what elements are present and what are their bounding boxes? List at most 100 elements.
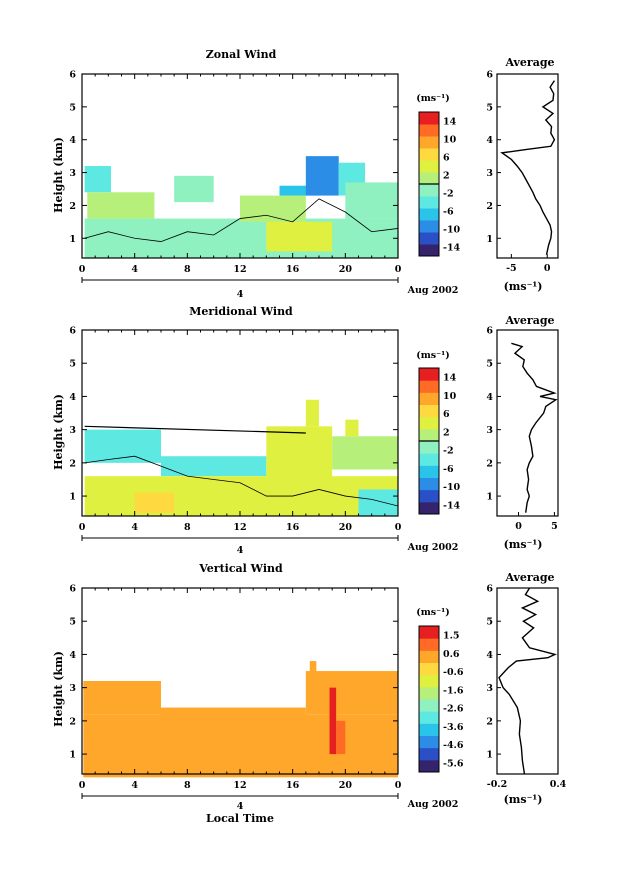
- x-tick-label: 8: [184, 522, 191, 533]
- colorbar-tick-label: -10: [443, 225, 461, 236]
- data-cell: [329, 687, 337, 755]
- x-tick-label: 20: [339, 264, 353, 275]
- zonal-wind-panel: Zonal Wind Height (km) Aug 2002 4 (ms⁻¹)…: [52, 48, 559, 300]
- data-cell: [266, 426, 333, 480]
- data-cell: [332, 436, 398, 470]
- profile-y-tick-label: 1: [486, 750, 493, 761]
- y-tick-label: 5: [69, 102, 76, 113]
- colorbar-tick-label: 6: [443, 409, 450, 420]
- meridional-wind-day: 4: [237, 545, 244, 556]
- meridional-wind-date: Aug 2002: [407, 542, 459, 553]
- profile-y-tick-label: 5: [486, 359, 493, 370]
- colorbar-band: [419, 184, 439, 197]
- zero-contour: [84, 455, 399, 507]
- x-tick-label: 0: [79, 264, 86, 275]
- data-cell: [279, 185, 319, 196]
- profile-y-tick-label: 3: [486, 425, 493, 436]
- colorbar-band: [419, 747, 439, 761]
- colorbar-band: [419, 711, 439, 724]
- y-tick-label: 1: [69, 750, 76, 761]
- data-cell: [345, 419, 359, 437]
- profile-y-tick-label: 5: [486, 617, 493, 628]
- x-tick-label: 0: [395, 780, 402, 791]
- colorbar-band: [419, 662, 439, 676]
- colorbar-band: [419, 489, 439, 503]
- vertical-wind-ylabel: Height (km): [52, 651, 65, 727]
- meridional-wind-title: Meridional Wind: [189, 305, 293, 318]
- colorbar-band: [419, 650, 439, 663]
- profile-x-tick-label: 0.4: [550, 779, 567, 790]
- profile-line: [511, 342, 558, 513]
- zonal-wind-ylabel: Height (km): [52, 137, 65, 213]
- colorbar-band: [419, 232, 439, 245]
- profile-y-tick-label: 6: [486, 584, 493, 595]
- zonal-wind-colorbar-unit: (ms⁻¹): [416, 93, 450, 104]
- y-tick-label: 5: [69, 359, 76, 370]
- profile-y-tick-label: 5: [486, 102, 493, 113]
- x-tick-label: 12: [233, 522, 246, 533]
- meridional-wind-ylabel: Height (km): [52, 394, 65, 470]
- x-tick-label: 16: [286, 780, 300, 791]
- profile-y-tick-label: 4: [486, 135, 493, 146]
- profile-frame: [496, 587, 559, 775]
- x-tick-label: 12: [233, 780, 246, 791]
- vertical-wind-xlabel: Local Time: [206, 812, 274, 825]
- profile-x-tick-label: -0.2: [487, 779, 507, 790]
- y-tick-label: 1: [69, 492, 76, 503]
- profile-y-tick-label: 3: [486, 168, 493, 179]
- colorbar-tick-label: 1.5: [443, 631, 460, 642]
- data-cell: [240, 195, 306, 222]
- data-cell: [84, 476, 398, 516]
- data-cell: [305, 671, 398, 715]
- colorbar-band: [419, 368, 439, 381]
- colorbar-tick-label: -2: [443, 189, 454, 200]
- colorbar-frame: [418, 625, 440, 773]
- profile-y-tick-label: 2: [486, 201, 493, 212]
- vertical-wind-title: Vertical Wind: [198, 562, 283, 575]
- zero-contour: [84, 198, 399, 242]
- profile-x-tick-label: -5: [506, 263, 517, 274]
- profile-frame: [496, 329, 559, 517]
- profile-y-tick-label: 1: [486, 234, 493, 245]
- colorbar-tick-label: 6: [443, 153, 450, 164]
- vertical-wind-day: 4: [237, 801, 244, 812]
- zonal-wind-date: Aug 2002: [407, 285, 459, 296]
- y-tick-label: 4: [69, 392, 76, 403]
- colorbar-tick-label: -1.6: [443, 685, 464, 696]
- colorbar-tick-label: 10: [443, 391, 457, 402]
- y-tick-label: 3: [69, 168, 76, 179]
- y-tick-label: 6: [69, 326, 76, 337]
- colorbar-band: [419, 196, 439, 209]
- meridional-wind-profile-xlabel: (ms⁻¹): [504, 538, 543, 551]
- colorbar-tick-label: 14: [443, 117, 457, 128]
- y-tick-label: 3: [69, 683, 76, 694]
- profile-y-tick-label: 2: [486, 458, 493, 469]
- profile-y-tick-label: 1: [486, 492, 493, 503]
- zonal-wind-title: Zonal Wind: [206, 48, 277, 61]
- y-tick-label: 2: [69, 716, 76, 727]
- x-tick-label: 12: [233, 264, 246, 275]
- colorbar-band: [419, 160, 439, 173]
- profile-line: [500, 80, 556, 255]
- colorbar-tick-label: -0.6: [443, 667, 464, 678]
- x-tick-label: 16: [286, 522, 300, 533]
- zonal-wind-day: 4: [237, 289, 244, 300]
- colorbar-tick-label: -4.6: [443, 740, 464, 751]
- data-cell: [358, 489, 398, 516]
- colorbar-tick-label: -3.6: [443, 722, 464, 733]
- data-cell: [84, 166, 111, 193]
- profile-x-tick-label: 0: [544, 263, 551, 274]
- zonal-wind-profile-xlabel: (ms⁻¹): [504, 280, 543, 293]
- x-tick-label: 0: [395, 522, 402, 533]
- colorbar-tick-label: 0.6: [443, 649, 460, 660]
- profile-y-tick-label: 2: [486, 716, 493, 727]
- y-tick-label: 5: [69, 617, 76, 628]
- colorbar-tick-label: 2: [443, 427, 450, 438]
- data-cell: [134, 492, 175, 513]
- colorbar-band: [419, 136, 439, 149]
- zonal-wind-profile-title: Average: [504, 56, 554, 69]
- colorbar-band: [419, 124, 439, 137]
- data-cell: [161, 707, 306, 728]
- colorbar-band: [419, 477, 439, 491]
- colorbar-band: [419, 638, 439, 651]
